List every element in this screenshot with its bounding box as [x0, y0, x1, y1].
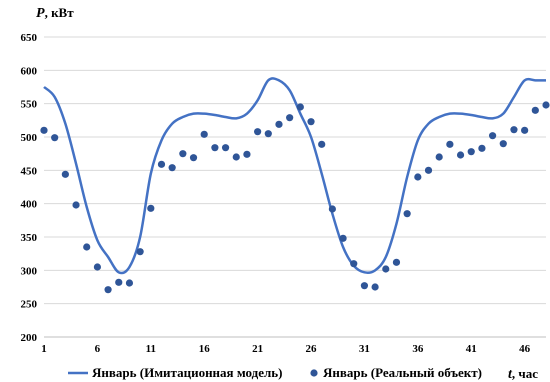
data-point-real	[179, 150, 187, 158]
data-point-real	[51, 134, 59, 142]
series-real-group	[40, 101, 550, 294]
grid-lines	[44, 36, 546, 305]
data-point-real	[104, 286, 112, 294]
data-point-real	[115, 278, 123, 286]
x-tick-label: 6	[95, 343, 101, 355]
data-point-real	[296, 103, 304, 111]
data-point-real	[382, 265, 390, 273]
y-axis-ticks: 200 250 300 350 400 450 500 550 600 650	[21, 32, 38, 344]
data-point-real	[147, 204, 155, 212]
y-tick-label: 200	[21, 332, 38, 344]
y-tick-label: 500	[21, 132, 38, 144]
x-tick-label: 26	[306, 343, 318, 355]
y-tick-label: 400	[21, 199, 38, 211]
y-tick-label: 450	[21, 165, 38, 177]
legend-marker-swatch	[310, 369, 318, 377]
data-point-real	[168, 164, 176, 172]
y-tick-label: 550	[21, 99, 38, 111]
data-point-real	[521, 126, 529, 134]
series-model-group	[43, 77, 546, 275]
data-point-real	[478, 144, 486, 152]
data-point-real	[456, 151, 465, 159]
data-point-real	[446, 140, 454, 148]
x-axis-title: t, час	[508, 366, 538, 382]
y-tick-label: 300	[21, 265, 38, 277]
data-point-real	[61, 170, 69, 178]
data-point-real	[510, 126, 518, 134]
legend-label-model: Январь (Имитационная модель)	[92, 365, 282, 380]
x-tick-label: 1	[41, 343, 47, 355]
data-point-real	[275, 120, 283, 128]
data-point-real	[307, 118, 315, 126]
data-point-real	[424, 166, 433, 174]
data-point-real	[40, 126, 48, 134]
data-point-real	[189, 154, 198, 162]
x-tick-label: 46	[519, 343, 531, 355]
data-point-real	[499, 140, 507, 148]
data-point-real	[350, 260, 358, 268]
data-point-real	[414, 173, 422, 181]
legend: Январь (Имитационная модель) Январь (Реа…	[68, 365, 482, 380]
data-point-real	[211, 144, 219, 152]
x-tick-label: 36	[412, 343, 424, 355]
data-point-real	[371, 283, 379, 291]
data-point-real	[467, 148, 475, 156]
data-point-real	[328, 205, 336, 213]
series-line-model	[43, 77, 546, 275]
data-point-real	[392, 258, 401, 266]
data-point-real	[488, 132, 497, 140]
y-tick-label: 250	[21, 299, 38, 311]
data-point-real	[339, 234, 347, 242]
data-point-real	[125, 279, 134, 287]
data-point-real	[542, 101, 550, 109]
data-point-real	[243, 150, 251, 158]
y-tick-label: 600	[21, 65, 38, 77]
data-point-real	[360, 282, 369, 290]
data-point-real	[232, 153, 240, 161]
data-point-real	[93, 263, 102, 271]
data-point-real	[264, 130, 272, 138]
x-tick-label: 16	[199, 343, 211, 355]
data-point-real	[403, 210, 411, 218]
x-tick-label: 21	[252, 343, 263, 355]
y-tick-label: 650	[21, 32, 38, 44]
x-tick-label: 31	[359, 343, 370, 355]
data-point-real	[286, 114, 294, 122]
data-point-real	[72, 201, 80, 209]
data-point-real	[157, 160, 166, 168]
x-tick-label: 41	[466, 343, 477, 355]
y-tick-label: 350	[21, 232, 38, 244]
legend-label-real: Январь (Реальный объект)	[323, 365, 482, 380]
data-point-real	[200, 130, 208, 138]
data-point-real	[221, 144, 230, 152]
data-point-real	[83, 243, 91, 251]
y-axis-title: P, кВт	[36, 5, 74, 21]
data-point-real	[318, 140, 326, 148]
x-axis-ticks: 1 6 11 16 21 26 31 36 41 46	[41, 343, 530, 355]
data-point-real	[435, 153, 443, 161]
data-point-real	[531, 106, 539, 114]
data-point-real	[136, 248, 144, 256]
x-tick-label: 11	[146, 343, 156, 355]
data-point-real	[254, 128, 262, 136]
